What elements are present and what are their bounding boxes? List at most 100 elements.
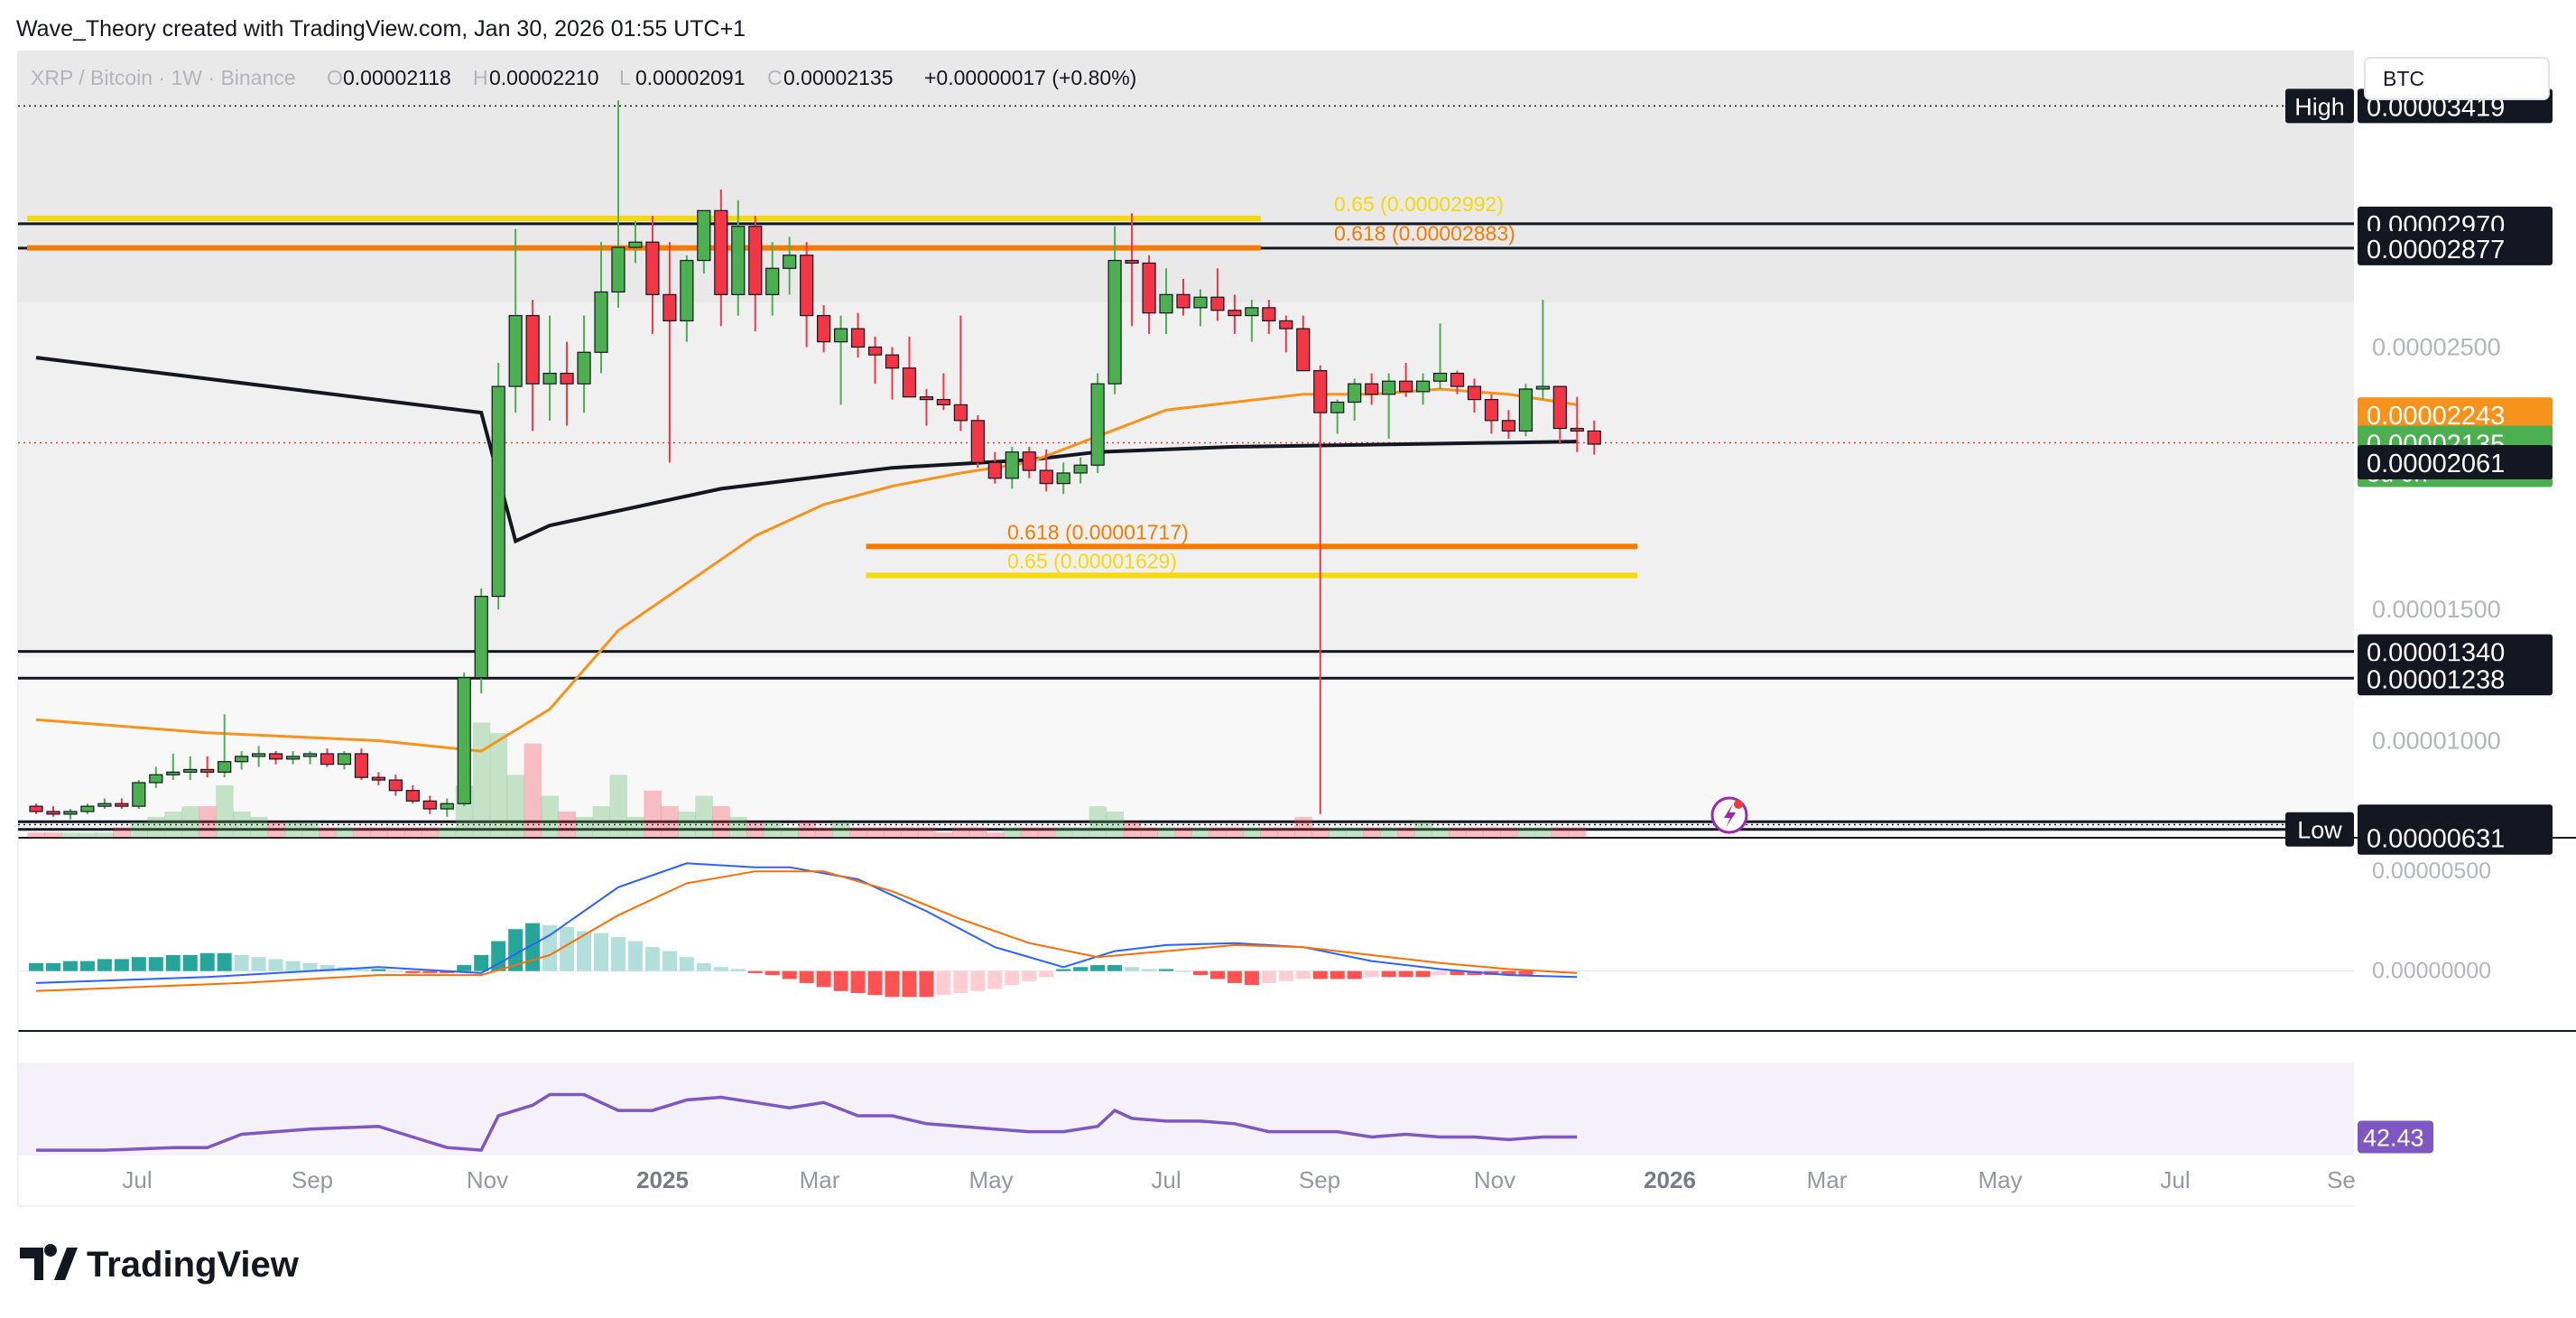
price-label-box bbox=[2358, 661, 2553, 696]
candle-body bbox=[1296, 328, 1311, 372]
legend-symbol[interactable]: XRP / Bitcoin · 1W · Binance bbox=[31, 66, 296, 89]
volume-bar bbox=[61, 832, 79, 838]
macd-histogram-bar bbox=[1090, 965, 1106, 971]
macd-histogram-bar bbox=[970, 970, 986, 991]
macd-histogram-bar bbox=[79, 961, 95, 971]
macd-histogram-bar bbox=[148, 957, 163, 971]
macd-histogram-bar bbox=[1467, 970, 1482, 976]
macd-histogram-bar bbox=[182, 955, 198, 971]
volume-bar bbox=[884, 827, 902, 838]
macd-histogram-bar bbox=[577, 931, 592, 971]
macd-histogram-bar bbox=[1261, 970, 1276, 983]
volume-bar bbox=[1054, 827, 1073, 838]
macd-histogram-bar bbox=[1039, 970, 1054, 978]
candle-body bbox=[1450, 372, 1465, 387]
volume-bar bbox=[1551, 827, 1570, 838]
volume-bar bbox=[1482, 827, 1501, 838]
volume-bar bbox=[1329, 827, 1347, 838]
volume-bar bbox=[1140, 827, 1159, 838]
candle-body bbox=[302, 753, 318, 757]
price-label-text: 0.00001238 bbox=[2367, 665, 2505, 694]
volume-bar bbox=[199, 806, 217, 838]
volume-bar bbox=[1089, 806, 1107, 838]
volume-bar bbox=[678, 812, 696, 838]
macd-histogram-bar bbox=[747, 970, 763, 973]
volume-bar bbox=[284, 821, 302, 838]
candle-body bbox=[63, 811, 78, 815]
candle-body bbox=[80, 805, 95, 812]
volume-bar bbox=[1311, 827, 1330, 838]
price-label-text: 0.00002877 bbox=[2367, 236, 2505, 265]
rsi-value-label: 42.43 bbox=[2363, 1124, 2424, 1151]
candle-body bbox=[833, 328, 848, 343]
candle-body bbox=[902, 367, 917, 398]
currency-button[interactable]: BTC bbox=[2364, 57, 2550, 100]
macd-histogram-bar bbox=[833, 970, 848, 991]
macd-histogram-bar bbox=[1107, 965, 1123, 971]
candle-body bbox=[218, 761, 232, 773]
candle-body bbox=[1570, 427, 1584, 432]
candle-body bbox=[491, 385, 505, 598]
candle-body bbox=[1245, 307, 1259, 317]
macd-histogram-bar bbox=[987, 970, 1003, 989]
shade-middle bbox=[18, 302, 2354, 657]
volume-bar bbox=[1294, 816, 1312, 838]
macd-histogram-bar bbox=[354, 969, 369, 971]
macd-axis-tick: 0.00000000 bbox=[2372, 959, 2491, 984]
volume-bar bbox=[130, 821, 148, 838]
volume-bar bbox=[1174, 827, 1192, 838]
price-label-box bbox=[2358, 397, 2553, 432]
macd-histogram-bar bbox=[1518, 970, 1534, 976]
volume-bar bbox=[1003, 827, 1022, 838]
volume-bar bbox=[1414, 821, 1432, 838]
macd-histogram-bar bbox=[1450, 970, 1465, 976]
candle-body bbox=[594, 291, 608, 353]
currency-label[interactable]: BTC bbox=[2383, 67, 2424, 90]
volume-bar bbox=[335, 827, 354, 838]
candle-body bbox=[457, 677, 471, 804]
volume-bar bbox=[403, 827, 422, 838]
macd-histogram-bar bbox=[867, 970, 883, 996]
volume-bar bbox=[968, 827, 987, 838]
candle-body bbox=[1090, 383, 1105, 466]
macd-histogram-bar bbox=[268, 959, 283, 971]
candle-body bbox=[1365, 383, 1379, 395]
candle-body bbox=[748, 226, 763, 295]
volume-bar bbox=[1449, 827, 1467, 838]
price-label-box bbox=[2358, 820, 2553, 855]
volume-bar bbox=[541, 795, 560, 838]
volume-bar bbox=[1209, 827, 1227, 838]
volume-bar bbox=[506, 775, 525, 838]
rsi-band bbox=[18, 1063, 2354, 1156]
macd-histogram-bar bbox=[1175, 970, 1191, 972]
volume-bar bbox=[900, 827, 919, 838]
candle-body bbox=[817, 314, 831, 343]
macd-signal-line bbox=[35, 870, 1578, 992]
macd-histogram-bar bbox=[799, 970, 814, 983]
macd-histogram-bar bbox=[199, 952, 215, 971]
candle-body bbox=[1210, 296, 1225, 311]
macd-histogram-bar bbox=[1415, 970, 1431, 978]
candle-body bbox=[132, 782, 146, 807]
time-axis-tick: Nov bbox=[467, 1166, 508, 1193]
candle-body bbox=[1125, 259, 1139, 265]
price-label-box bbox=[2358, 445, 2553, 480]
rsi-line bbox=[36, 1092, 1578, 1152]
macd-histogram-bar bbox=[679, 957, 694, 971]
candle-body bbox=[577, 351, 591, 385]
price-label-text: 0.00000631 bbox=[2367, 825, 2505, 854]
volume-bar bbox=[986, 832, 1005, 838]
fib-level-label: 0.618 (0.00001717) bbox=[1007, 520, 1189, 543]
candle-body bbox=[1415, 380, 1431, 393]
ohlc-key: L bbox=[619, 66, 631, 89]
alert-icon[interactable] bbox=[1710, 796, 1748, 834]
candle-body bbox=[525, 314, 540, 385]
macd-histogram-bar bbox=[1312, 970, 1328, 979]
macd-histogram-bar bbox=[97, 959, 112, 971]
macd-histogram-bar bbox=[165, 955, 181, 971]
volume-bar bbox=[815, 827, 833, 838]
ohlc-value: 0.00002118 bbox=[343, 66, 451, 89]
time-axis-tick: May bbox=[1978, 1166, 2022, 1193]
volume-bar bbox=[1020, 827, 1039, 838]
time-axis-tick: 2025 bbox=[636, 1166, 689, 1193]
